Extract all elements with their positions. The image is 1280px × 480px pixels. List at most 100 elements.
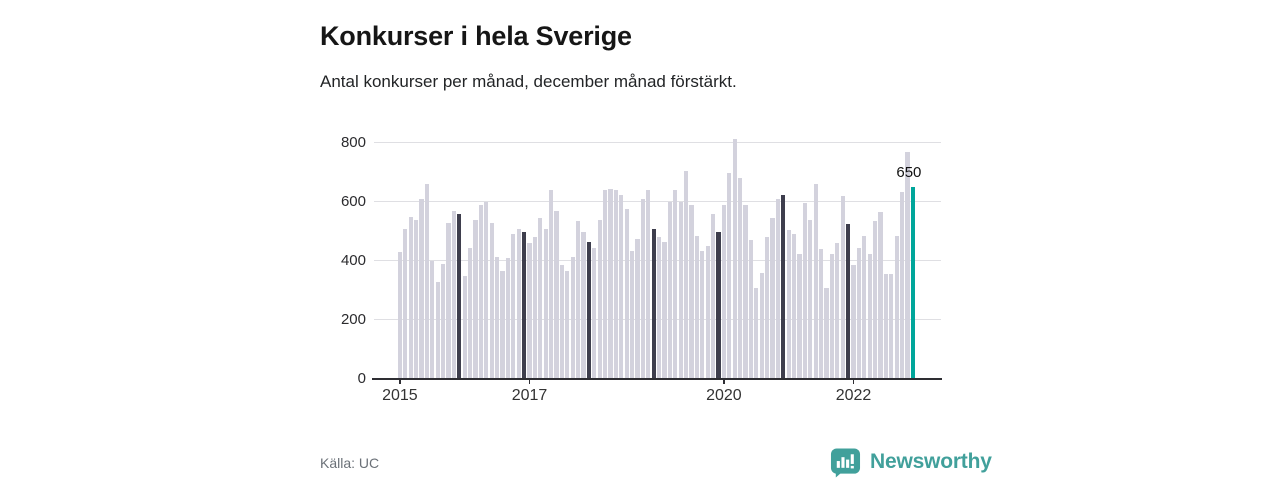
bar-2018-09 (635, 238, 640, 379)
bar-2021-03 (797, 253, 802, 379)
bar-2022-02 (856, 247, 861, 379)
bar-2015-03 (408, 216, 413, 379)
highlight-value-label: 650 (896, 164, 922, 182)
bar-2015-10 (446, 222, 451, 379)
bar-2020-06 (748, 240, 753, 379)
bar-2017-12 (586, 241, 591, 379)
bar-2022-10 (900, 191, 905, 379)
bar-2016-11 (516, 228, 521, 379)
bar-2015-08 (435, 281, 440, 379)
bar-2020-11 (775, 199, 780, 379)
bar-2018-08 (630, 250, 635, 379)
bar-2017-05 (549, 190, 554, 379)
bar-2015-07 (430, 261, 435, 379)
bar-2022-03 (862, 235, 867, 379)
bar-2021-05 (808, 219, 813, 379)
source-note: Källa: UC (320, 455, 380, 471)
bar-2015-06 (424, 184, 429, 379)
bar-2017-06 (554, 210, 559, 379)
bar-2018-10 (640, 199, 645, 379)
x-tick-2020 (723, 379, 725, 384)
bar-2021-11 (840, 196, 845, 379)
bar-2016-01 (462, 275, 467, 379)
bar-2018-05 (613, 190, 618, 379)
newsworthy-logo[interactable]: Newsworthy (830, 446, 992, 478)
bar-2016-10 (511, 234, 516, 379)
bar-2021-06 (813, 184, 818, 379)
bar-2022-12 (910, 187, 915, 379)
bar-2018-11 (646, 190, 651, 379)
bar-2018-01 (592, 247, 597, 379)
bar-2019-12 (716, 231, 721, 379)
bar-2016-12 (522, 231, 527, 379)
bar-2022-09 (894, 235, 899, 379)
bar-2018-07 (624, 209, 629, 379)
bar-2015-01 (397, 252, 402, 379)
bar-2017-11 (581, 231, 586, 379)
bar-2020-01 (721, 204, 726, 379)
bar-2019-02 (662, 241, 667, 379)
newsworthy-logo-text: Newsworthy (870, 450, 992, 473)
bar-2020-04 (738, 178, 743, 379)
bar-2016-08 (500, 271, 505, 379)
chart-subtitle: Antal konkurser per månad, december måna… (320, 72, 737, 91)
bar-2016-04 (478, 204, 483, 379)
bar-2019-09 (700, 250, 705, 379)
bar-2016-07 (495, 256, 500, 379)
bar-2017-07 (559, 265, 564, 379)
bar-2020-12 (781, 194, 786, 379)
bar-2021-04 (802, 203, 807, 379)
y-axis-label-400: 400 (340, 252, 366, 269)
bar-2022-07 (883, 274, 888, 379)
y-axis-label-0: 0 (357, 370, 366, 387)
x-tick-2015 (399, 379, 401, 384)
newsworthy-logo-icon (830, 447, 861, 478)
bar-2020-08 (759, 272, 764, 379)
bar-2021-12 (846, 224, 851, 379)
x-axis-label-2020: 2020 (706, 387, 742, 404)
x-tick-2017 (528, 379, 531, 384)
bar-2018-04 (608, 188, 613, 379)
bar-2016-06 (489, 222, 494, 379)
bar-2020-09 (765, 237, 770, 379)
bar-2019-03 (667, 202, 672, 379)
bar-2018-12 (651, 228, 656, 379)
bar-2020-10 (770, 218, 775, 379)
bar-2021-02 (792, 234, 797, 379)
bar-2019-01 (657, 237, 662, 379)
bar-2015-04 (414, 219, 419, 379)
bar-chart-plot-area: 0 200 400 600 800 650 2015 2017 2020 2022 (341, 129, 942, 404)
bar-2022-11 (905, 151, 910, 379)
bar-2021-08 (824, 287, 829, 379)
bar-2021-01 (786, 230, 791, 379)
y-axis-label-600: 600 (340, 193, 366, 210)
x-axis-label-2015: 2015 (382, 387, 418, 404)
bar-2015-11 (451, 210, 456, 379)
bar-2017-01 (527, 243, 532, 379)
x-axis-label-2017: 2017 (511, 387, 548, 404)
bar-2015-09 (441, 263, 446, 379)
bar-2015-05 (419, 199, 424, 379)
bar-2020-02 (727, 172, 732, 379)
bar-2019-11 (711, 213, 716, 379)
bar-2019-10 (705, 246, 710, 379)
bar-2017-09 (570, 256, 575, 379)
bar-2019-06 (684, 171, 689, 379)
bar-2020-05 (743, 204, 748, 379)
bar-2019-04 (673, 190, 678, 379)
bar-2022-04 (867, 253, 872, 379)
x-tick-2022 (852, 379, 855, 384)
bar-2016-05 (484, 202, 489, 379)
x-axis-line (372, 378, 942, 380)
bar-2017-08 (565, 271, 570, 379)
bar-2017-04 (543, 228, 548, 379)
bar-2016-02 (468, 247, 473, 379)
chart-title: Konkurser i hela Sverige (320, 21, 632, 52)
bar-2019-07 (689, 204, 694, 379)
gridline-600 (374, 201, 941, 202)
bar-2016-09 (505, 258, 510, 379)
gridline-800 (374, 142, 941, 143)
bar-2020-03 (732, 138, 737, 379)
bar-2018-02 (597, 219, 602, 379)
bar-2016-03 (473, 219, 478, 379)
